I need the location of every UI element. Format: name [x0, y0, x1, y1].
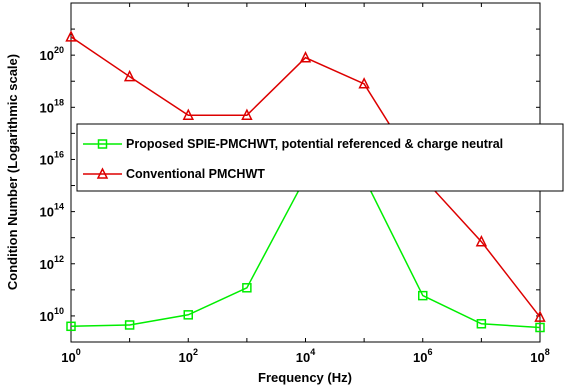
data-point-triangle [182, 108, 195, 120]
data-point-square [242, 283, 252, 293]
data-point-triangle [241, 108, 253, 120]
data-point-square [183, 310, 193, 320]
legend-marker-conventional [96, 167, 109, 179]
legend-marker-proposed [97, 139, 108, 149]
y-tick-base: 10 [40, 48, 54, 63]
x-tick-exponent: 6 [427, 347, 432, 357]
data-point-triangle [475, 235, 488, 247]
data-point-square [418, 290, 428, 301]
y-tick-base: 10 [40, 309, 54, 324]
y-tick-label: 1018 [40, 97, 64, 115]
data-point-triangle [358, 77, 370, 89]
x-tick-label: 106 [413, 347, 432, 365]
y-tick-exponent: 20 [54, 45, 64, 55]
y-tick-label: 1020 [40, 45, 64, 63]
x-tick-exponent: 0 [76, 347, 81, 357]
x-tick-base: 10 [296, 350, 310, 365]
y-tick-label: 1016 [40, 149, 64, 167]
data-point-square [66, 321, 76, 332]
x-tick-base: 10 [179, 350, 193, 365]
data-point-triangle [65, 30, 77, 42]
data-point-triangle [123, 69, 136, 82]
data-point-triangle [534, 310, 546, 322]
x-tick-label: 104 [296, 347, 315, 365]
y-tick-exponent: 18 [54, 97, 64, 107]
x-tick-base: 10 [413, 350, 427, 365]
y-tick-base: 10 [40, 205, 54, 220]
y-tick-label: 1012 [40, 254, 64, 272]
y-tick-exponent: 14 [54, 202, 64, 212]
y-tick-exponent: 12 [54, 254, 64, 264]
data-point-square [476, 319, 487, 329]
legend-label-proposed: Proposed SPIE-PMCHWT, potential referenc… [126, 137, 503, 151]
x-tick-label: 100 [61, 347, 80, 365]
x-axis-title: Frequency (Hz) [258, 370, 352, 385]
data-point-square [124, 320, 135, 330]
legend-box [76, 123, 564, 192]
x-tick-label: 108 [530, 347, 549, 365]
y-tick-base: 10 [40, 152, 54, 167]
x-tick-label: 102 [179, 347, 198, 365]
data-point-square [535, 322, 545, 333]
y-tick-base: 10 [40, 100, 54, 115]
series-line-1 [70, 36, 541, 318]
data-point-triangle [299, 51, 312, 63]
y-tick-exponent: 16 [54, 149, 64, 159]
x-tick-exponent: 8 [545, 347, 550, 357]
x-tick-exponent: 4 [310, 347, 315, 357]
y-tick-label: 1010 [40, 306, 64, 324]
x-tick-exponent: 2 [193, 347, 198, 357]
y-tick-exponent: 10 [54, 306, 64, 316]
y-tick-label: 1014 [40, 202, 64, 220]
x-tick-base: 10 [530, 350, 544, 365]
legend: Proposed SPIE-PMCHWT, potential referenc… [76, 123, 564, 192]
x-tick-base: 10 [61, 350, 75, 365]
legend-label-conventional: Conventional PMCHWT [126, 167, 265, 181]
y-axis-title: Condition Number (Logarithmic scale) [5, 54, 20, 290]
y-tick-base: 10 [40, 257, 54, 272]
